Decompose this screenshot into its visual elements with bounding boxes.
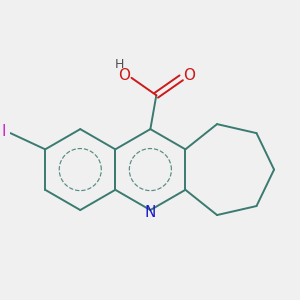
Text: N: N xyxy=(145,205,156,220)
Text: O: O xyxy=(183,68,195,83)
Text: I: I xyxy=(2,124,6,139)
Text: O: O xyxy=(118,68,130,83)
Text: H: H xyxy=(115,58,124,71)
